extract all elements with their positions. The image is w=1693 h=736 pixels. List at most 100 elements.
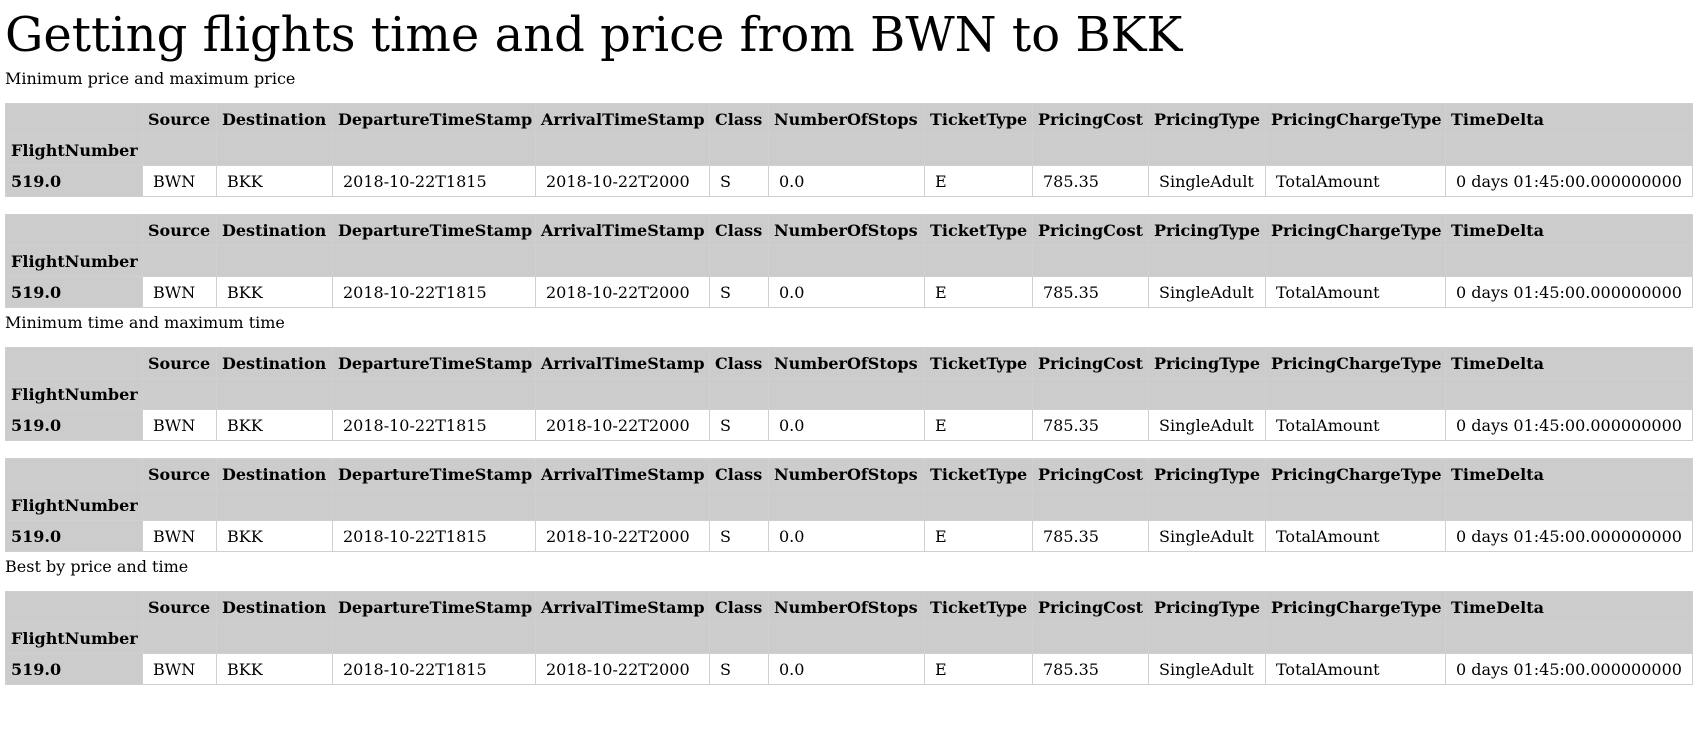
column-header: Destination xyxy=(216,347,333,379)
column-header: PricingCost xyxy=(1032,458,1149,490)
index-name-header: FlightNumber xyxy=(5,378,143,410)
empty-header-cell xyxy=(1032,245,1149,277)
corner-cell xyxy=(5,591,143,623)
empty-header-cell xyxy=(332,378,536,410)
empty-header-cell xyxy=(924,134,1033,166)
table-cell: S xyxy=(709,409,769,441)
table-cell: E xyxy=(924,276,1033,308)
table-cell: TotalAmount xyxy=(1265,165,1446,197)
empty-header-cell xyxy=(332,622,536,654)
table-cell: SingleAdult xyxy=(1148,276,1266,308)
column-header-row: Source Destination DepartureTimeStamp Arriv… xyxy=(5,347,1693,379)
index-name-row: FlightNumber xyxy=(5,134,1693,166)
column-header-row: Source Destination DepartureTimeStamp Arriv… xyxy=(5,458,1693,490)
empty-header-cell xyxy=(709,489,769,521)
column-header: DepartureTimeStamp xyxy=(332,214,536,246)
table-cell: BKK xyxy=(216,165,333,197)
table-cell: BWN xyxy=(142,653,217,685)
column-header: Class xyxy=(709,214,769,246)
empty-header-cell xyxy=(1265,622,1446,654)
column-header: Destination xyxy=(216,458,333,490)
column-header: TicketType xyxy=(924,214,1033,246)
empty-header-cell xyxy=(924,245,1033,277)
table-cell: 0 days 01:45:00.000000000 xyxy=(1445,653,1693,685)
table-cell: BWN xyxy=(142,409,217,441)
empty-header-cell xyxy=(142,489,217,521)
column-header: DepartureTimeStamp xyxy=(332,458,536,490)
table-cell: E xyxy=(924,653,1033,685)
column-header: Destination xyxy=(216,214,333,246)
column-header: TicketType xyxy=(924,458,1033,490)
table-cell: SingleAdult xyxy=(1148,165,1266,197)
table-cell: BKK xyxy=(216,520,333,552)
column-header: DepartureTimeStamp xyxy=(332,591,536,623)
table-cell: TotalAmount xyxy=(1265,409,1446,441)
page-root: Getting flights time and price from BWN … xyxy=(0,7,1693,736)
table-cell: 2018-10-22T1815 xyxy=(332,276,536,308)
flight-table: Source Destination DepartureTimeStamp Arriv… xyxy=(5,591,1693,685)
table-cell: BWN xyxy=(142,276,217,308)
table-row: 519.0 BWN BKK 2018-10-22T1815 2018-10-22T200… xyxy=(5,276,1693,308)
index-name-row: FlightNumber xyxy=(5,489,1693,521)
empty-header-cell xyxy=(216,245,333,277)
row-index-cell: 519.0 xyxy=(5,276,143,308)
column-header: Source xyxy=(142,214,217,246)
empty-header-cell xyxy=(768,378,925,410)
table-cell: TotalAmount xyxy=(1265,520,1446,552)
column-header: Source xyxy=(142,103,217,135)
table-cell: BKK xyxy=(216,409,333,441)
flight-table: Source Destination DepartureTimeStamp Arriv… xyxy=(5,347,1693,441)
table-cell: 2018-10-22T2000 xyxy=(535,520,710,552)
corner-cell xyxy=(5,103,143,135)
index-name-row: FlightNumber xyxy=(5,245,1693,277)
table-cell: 2018-10-22T2000 xyxy=(535,653,710,685)
corner-cell xyxy=(5,214,143,246)
empty-header-cell xyxy=(142,245,217,277)
row-index-cell: 519.0 xyxy=(5,520,143,552)
column-header: TimeDelta xyxy=(1445,214,1693,246)
table-row: 519.0 BWN BKK 2018-10-22T1815 2018-10-22T200… xyxy=(5,409,1693,441)
table-cell: BKK xyxy=(216,276,333,308)
column-header: PricingType xyxy=(1148,103,1266,135)
empty-header-cell xyxy=(1148,622,1266,654)
column-header: NumberOfStops xyxy=(768,103,925,135)
empty-header-cell xyxy=(1148,134,1266,166)
column-header: PricingChargeType xyxy=(1265,458,1446,490)
empty-header-cell xyxy=(924,489,1033,521)
column-header: ArrivalTimeStamp xyxy=(535,103,710,135)
empty-header-cell xyxy=(768,245,925,277)
column-header: Class xyxy=(709,458,769,490)
column-header: TimeDelta xyxy=(1445,347,1693,379)
column-header: PricingChargeType xyxy=(1265,214,1446,246)
empty-header-cell xyxy=(142,622,217,654)
column-header: ArrivalTimeStamp xyxy=(535,458,710,490)
row-index-cell: 519.0 xyxy=(5,165,143,197)
table-cell: SingleAdult xyxy=(1148,653,1266,685)
flight-table: Source Destination DepartureTimeStamp Arriv… xyxy=(5,214,1693,308)
empty-header-cell xyxy=(709,134,769,166)
column-header: Class xyxy=(709,103,769,135)
table-cell: 2018-10-22T1815 xyxy=(332,409,536,441)
table-row: 519.0 BWN BKK 2018-10-22T1815 2018-10-22T200… xyxy=(5,165,1693,197)
empty-header-cell xyxy=(1445,245,1693,277)
empty-header-cell xyxy=(1445,378,1693,410)
flight-table: Source Destination DepartureTimeStamp Arriv… xyxy=(5,103,1693,197)
table-cell: 0 days 01:45:00.000000000 xyxy=(1445,520,1693,552)
table-cell: BWN xyxy=(142,520,217,552)
empty-header-cell xyxy=(535,378,710,410)
table-cell: TotalAmount xyxy=(1265,276,1446,308)
empty-header-cell xyxy=(1032,622,1149,654)
column-header-row: Source Destination DepartureTimeStamp Arriv… xyxy=(5,103,1693,135)
column-header: NumberOfStops xyxy=(768,591,925,623)
table-cell: SingleAdult xyxy=(1148,409,1266,441)
column-header: NumberOfStops xyxy=(768,214,925,246)
column-header: ArrivalTimeStamp xyxy=(535,214,710,246)
column-header: PricingType xyxy=(1148,591,1266,623)
column-header: ArrivalTimeStamp xyxy=(535,591,710,623)
table-cell: 0.0 xyxy=(768,520,925,552)
column-header: TimeDelta xyxy=(1445,591,1693,623)
table-cell: 785.35 xyxy=(1032,276,1149,308)
column-header: ArrivalTimeStamp xyxy=(535,347,710,379)
column-header: Source xyxy=(142,458,217,490)
table-row: 519.0 BWN BKK 2018-10-22T1815 2018-10-22T200… xyxy=(5,520,1693,552)
